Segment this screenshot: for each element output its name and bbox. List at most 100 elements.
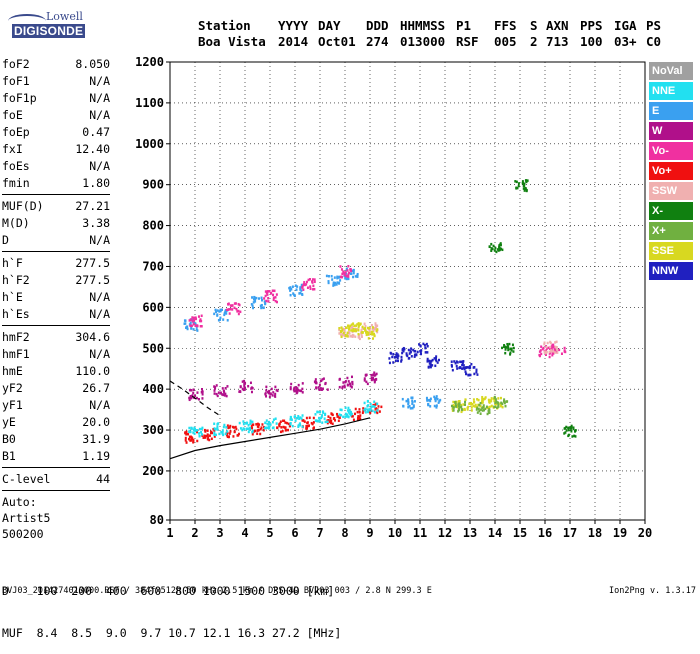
echo-pixel (339, 333, 342, 336)
echo-pixel (236, 434, 239, 437)
echo-pixel (501, 346, 504, 350)
legend-item: X- (649, 202, 693, 220)
echo-pixel (538, 350, 541, 353)
echo-pixel (339, 408, 342, 411)
echo-pixel (311, 280, 314, 283)
echo-pixel (493, 249, 496, 252)
param-value: N/A (89, 307, 110, 321)
echo-pixel (200, 391, 203, 394)
echo-pixel (563, 432, 566, 435)
echo-pixel (264, 302, 267, 305)
echo-pixel (408, 352, 411, 355)
echo-pixel (346, 376, 349, 380)
param-value: N/A (89, 91, 110, 105)
echo-pixel (275, 293, 278, 296)
echo-pixel (374, 373, 377, 377)
echo-pixel (294, 389, 297, 393)
echo-pixel (345, 277, 348, 281)
echo-pixel (378, 410, 381, 413)
echo-pixel (190, 324, 193, 327)
echo-pixel (506, 342, 509, 346)
echo-pixel (219, 308, 222, 312)
echo-pixel (523, 184, 526, 188)
echo-pixel (551, 353, 554, 357)
echo-pixel (458, 400, 461, 403)
echo-pixel (357, 328, 360, 332)
echo-pixel (375, 372, 378, 376)
y-tick-label: 200 (142, 464, 164, 478)
echo-pixel (353, 412, 356, 416)
echo-pixel (296, 387, 299, 390)
echo-pixel (344, 274, 347, 277)
echo-pixel (216, 394, 219, 398)
echo-pixel (570, 430, 573, 433)
echo-pixel (371, 409, 374, 413)
echo-pixel (512, 350, 515, 353)
echo-pixel (459, 366, 462, 369)
echo-pixel (223, 394, 226, 397)
echo-pixel (306, 286, 309, 289)
echo-pixel (367, 337, 370, 340)
echo-pixel (370, 332, 373, 336)
echo-pixel (344, 380, 347, 383)
echo-pixel (549, 340, 552, 344)
echo-pixel (221, 429, 224, 432)
header-label: Station (198, 18, 251, 33)
echo-pixel (409, 407, 412, 410)
echo-pixel (359, 414, 362, 417)
echo-pixel (261, 423, 264, 426)
echo-pixel (331, 422, 334, 426)
echo-pixel (422, 342, 425, 346)
echo-pixel (352, 334, 355, 337)
echo-pixel (503, 344, 506, 347)
header-value: Oct01 (318, 34, 356, 49)
param-value: 1.19 (82, 449, 110, 463)
echo-pixel (224, 387, 227, 390)
legend-item: NNW (649, 262, 693, 280)
echo-pixel (289, 289, 292, 292)
echo-pixel (319, 379, 322, 383)
echo-pixel (313, 278, 316, 281)
param-name: foE (2, 108, 23, 122)
echo-pixel (349, 324, 352, 328)
echo-pixel (283, 419, 286, 423)
echo-pixel (344, 271, 347, 274)
echo-pixel (463, 366, 466, 370)
echo-pixel (372, 373, 375, 377)
echo-pixel (213, 389, 216, 392)
echo-pixel (347, 273, 350, 276)
echo-pixel (493, 395, 496, 399)
echo-pixel (188, 398, 191, 402)
echo-pixel (339, 279, 342, 282)
x-tick-label: 20 (638, 526, 652, 540)
y-tick-label: 1000 (135, 137, 164, 151)
echo-pixel (243, 388, 246, 391)
echo-pixel (215, 384, 218, 387)
echo-point-w (264, 385, 279, 398)
echo-pixel (188, 426, 191, 430)
header-label: FFS (494, 18, 517, 33)
echo-pixel (289, 293, 292, 297)
echo-pixel (333, 276, 336, 279)
echo-pixel (358, 408, 361, 411)
echo-pixel (299, 288, 302, 291)
echo-pixel (308, 278, 311, 281)
echo-pixel (340, 413, 343, 417)
param-name: B0 (2, 432, 16, 446)
echo-pixel (326, 388, 329, 391)
echo-pixel (496, 248, 499, 251)
distance-muf-table: D 100 200 400 600 800 1000 1500 3000 [km… (2, 556, 341, 654)
echo-pixel (350, 375, 353, 379)
echo-point-x- (501, 342, 515, 356)
echo-pixel (200, 319, 203, 323)
echo-pixel (484, 396, 487, 399)
echo-pixel (482, 406, 485, 409)
echo-pixel (411, 402, 414, 405)
echo-pixel (567, 426, 570, 430)
echo-pixel (364, 373, 367, 377)
echo-pixel (567, 428, 570, 432)
param-row: yE 20.0 (2, 414, 110, 431)
muf-row: MUF 8.4 8.5 9.0 9.7 10.7 12.1 16.3 27.2 … (2, 626, 342, 640)
echo-pixel (213, 433, 216, 436)
echo-point-nne (363, 399, 379, 414)
